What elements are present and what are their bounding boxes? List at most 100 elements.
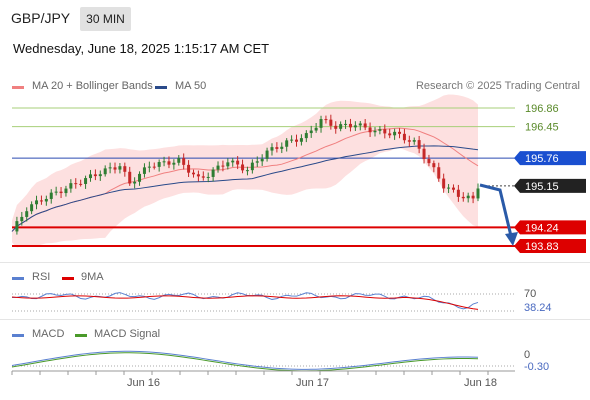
candle-body xyxy=(388,133,392,136)
macd-signal-line xyxy=(11,352,479,372)
candle-body xyxy=(206,176,210,178)
macd-zero-label: 0 xyxy=(524,349,531,361)
candle-body xyxy=(432,163,436,168)
candle-body xyxy=(196,174,200,177)
candle-body xyxy=(339,124,343,129)
candle-body xyxy=(172,162,176,165)
level-tag-194.24 xyxy=(514,220,586,235)
x-axis xyxy=(11,370,515,375)
candle-body xyxy=(118,166,122,170)
candle-body xyxy=(398,131,402,134)
candle-body xyxy=(142,167,146,174)
candle-body xyxy=(49,192,53,199)
candle-body xyxy=(451,187,455,190)
candle-body xyxy=(79,183,83,185)
candle-body xyxy=(128,171,132,184)
candle-body xyxy=(98,174,102,177)
candle-body xyxy=(447,187,451,189)
candle-body xyxy=(20,216,24,222)
candle-body xyxy=(309,130,313,134)
candle-body xyxy=(236,160,240,165)
candle-body xyxy=(201,176,205,178)
candle-body xyxy=(39,200,43,202)
candle-body xyxy=(182,158,186,165)
candle-body xyxy=(54,191,58,193)
candle-body xyxy=(133,181,137,184)
candle-body xyxy=(226,162,230,167)
candle-body xyxy=(59,191,63,194)
candle-body xyxy=(402,133,406,141)
candlesticks xyxy=(15,114,480,235)
level-label-196.86: 196.86 xyxy=(525,103,559,115)
candle-body xyxy=(442,178,446,189)
ma20-swatch-icon xyxy=(12,86,24,89)
candle-body xyxy=(25,211,29,217)
candle-body xyxy=(471,195,475,199)
candle-body xyxy=(255,161,259,163)
candle-body xyxy=(93,174,97,177)
chart-header: GBP/JPY 30 MIN xyxy=(0,0,590,34)
candle-body xyxy=(422,148,426,159)
candle-body xyxy=(368,127,372,133)
separator-rsi xyxy=(0,262,590,263)
candle-body xyxy=(373,130,377,133)
candle-body xyxy=(280,146,284,149)
candle-body xyxy=(412,140,416,142)
level-labels: 196.86 196.45 195.76 195.15 194.24 193.83 xyxy=(514,103,586,253)
datetime-label: Wednesday, June 18, 2025 1:15:17 AM CET xyxy=(13,41,270,56)
research-credit: Research © 2025 Trading Central xyxy=(415,80,580,92)
candle-body xyxy=(152,166,156,168)
level-label-194.24: 194.24 xyxy=(525,222,559,234)
ma50-line xyxy=(11,145,479,232)
candle-body xyxy=(250,162,254,171)
candle-body xyxy=(407,140,411,142)
level-label-195.76: 195.76 xyxy=(525,153,559,165)
macd-line xyxy=(11,350,479,370)
candle-body xyxy=(304,133,308,139)
candle-body xyxy=(138,173,142,182)
x-tick-jun17: Jun 17 xyxy=(296,377,330,389)
candle-body xyxy=(177,158,181,163)
candle-body xyxy=(15,221,19,232)
candle-body xyxy=(319,119,323,128)
rsi-swatch-icon xyxy=(12,277,24,280)
candle-body xyxy=(241,164,245,171)
candle-body xyxy=(231,160,235,163)
candle-body xyxy=(417,140,421,149)
candle-body xyxy=(290,139,294,141)
candle-body xyxy=(84,178,88,184)
candle-body xyxy=(378,129,382,131)
candle-body xyxy=(167,161,171,165)
macd-current-label: -0.30 xyxy=(524,361,550,373)
candle-body xyxy=(211,169,215,177)
bollinger-fill xyxy=(12,94,478,248)
timeframe-badge[interactable]: 30 MIN xyxy=(80,7,131,31)
forecast-arrow-head xyxy=(505,232,518,246)
rsi-level-label: 70 xyxy=(524,288,537,300)
candle-body xyxy=(113,167,117,170)
candle-body xyxy=(285,140,289,147)
level-label-196.45: 196.45 xyxy=(525,122,559,134)
rsi-ma-swatch-icon xyxy=(62,277,74,280)
candle-body xyxy=(353,125,357,128)
candle-body xyxy=(221,165,225,167)
bollinger-band xyxy=(12,94,478,248)
candle-body xyxy=(162,161,166,163)
candle-body xyxy=(344,123,348,125)
rsi-ma-line xyxy=(11,295,479,310)
candle-body xyxy=(35,200,39,205)
candle-body xyxy=(466,195,470,199)
level-label-193.83: 193.83 xyxy=(525,241,559,253)
candle-body xyxy=(456,189,460,197)
candle-body xyxy=(348,123,352,128)
candle-body xyxy=(363,123,367,128)
candle-body xyxy=(216,165,220,170)
candle-body xyxy=(329,119,333,126)
candle-body xyxy=(299,138,303,142)
candle-body xyxy=(187,164,191,173)
x-tick-jun16: Jun 16 xyxy=(127,377,161,389)
rsi-panel xyxy=(11,292,515,312)
candle-body xyxy=(88,174,92,179)
rsi-line xyxy=(11,292,479,310)
